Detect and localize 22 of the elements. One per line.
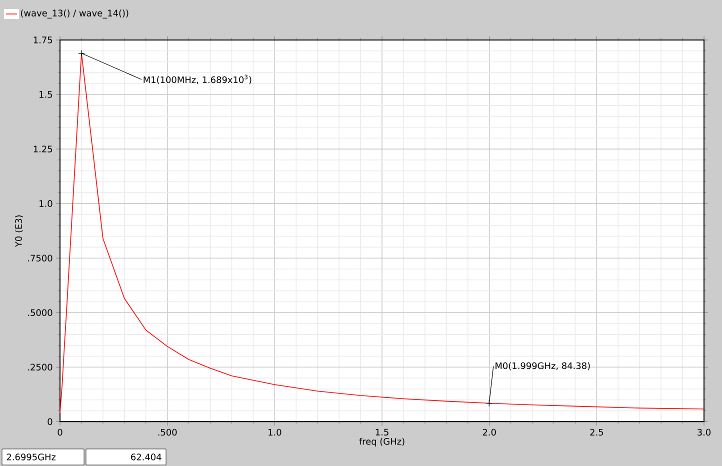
y-tick-label: 1.25 xyxy=(34,146,52,152)
annotation: M1(100MHz, 1.689x10$^{3}$) xyxy=(144,74,252,84)
text: 2.6995GHz xyxy=(6,454,56,460)
x-axis-title: freq (GHz) xyxy=(359,438,404,446)
y-tick-label: .5000 xyxy=(28,309,52,316)
x-tick-label: 2.5 xyxy=(590,428,604,436)
y-tick-label: 0 xyxy=(48,418,52,426)
y-tick-label: .2500 xyxy=(28,364,52,371)
y-tick-label: .7500 xyxy=(28,254,52,262)
x-tick-label: 0 xyxy=(58,428,62,436)
x-tick-label: .500 xyxy=(158,428,177,436)
annotation: M0(1.999GHz, 84.38) xyxy=(496,362,590,370)
y-tick-label: 1.0 xyxy=(40,200,52,207)
text: 62.404 xyxy=(131,454,162,460)
y-axis-title: Y0 (E3) xyxy=(14,215,23,248)
y-tick-label: 1.75 xyxy=(34,36,52,44)
x-tick-label: 1.5 xyxy=(376,428,388,436)
y-tick-label: 1.5 xyxy=(40,91,52,98)
legend-label: (wave_13() / wave_14()) xyxy=(20,10,128,18)
x-tick-label: 2.0 xyxy=(482,428,496,436)
x-tick-label: 3.0 xyxy=(698,428,711,436)
x-tick-label: 1.0 xyxy=(268,428,282,436)
